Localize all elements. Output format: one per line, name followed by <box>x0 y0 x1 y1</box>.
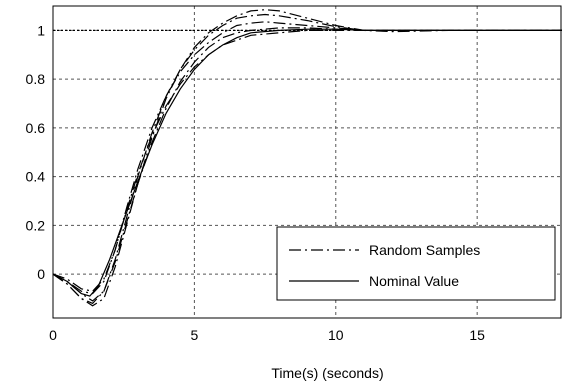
y-tick-layer: 0 0.2 0.4 0.6 0.8 1 <box>26 22 46 282</box>
x-tick-label: 15 <box>469 327 485 343</box>
y-tick-label: 0.2 <box>26 217 46 233</box>
legend: Random Samples Nominal Value <box>276 226 556 301</box>
legend-label-random-samples: Random Samples <box>369 242 480 258</box>
y-tick-label: 0.6 <box>26 120 46 136</box>
random-sample-line <box>52 27 562 305</box>
legend-box <box>276 226 556 301</box>
series-layer <box>52 9 562 307</box>
y-tick-label: 0.8 <box>26 71 46 87</box>
x-tick-label: 0 <box>49 327 57 343</box>
x-tick-label: 5 <box>190 327 198 343</box>
y-tick-label: 1 <box>37 22 45 38</box>
y-tick-label: 0.4 <box>26 169 46 185</box>
x-axis-label: Time(s) (seconds) <box>271 365 383 381</box>
x-tick-layer: 0 5 10 15 <box>49 327 485 343</box>
x-tick-label: 10 <box>328 327 344 343</box>
legend-label-nominal-value: Nominal Value <box>369 273 459 289</box>
y-tick-label: 0 <box>37 266 45 282</box>
plot-frame <box>52 5 562 319</box>
random-sample-line <box>52 29 562 292</box>
